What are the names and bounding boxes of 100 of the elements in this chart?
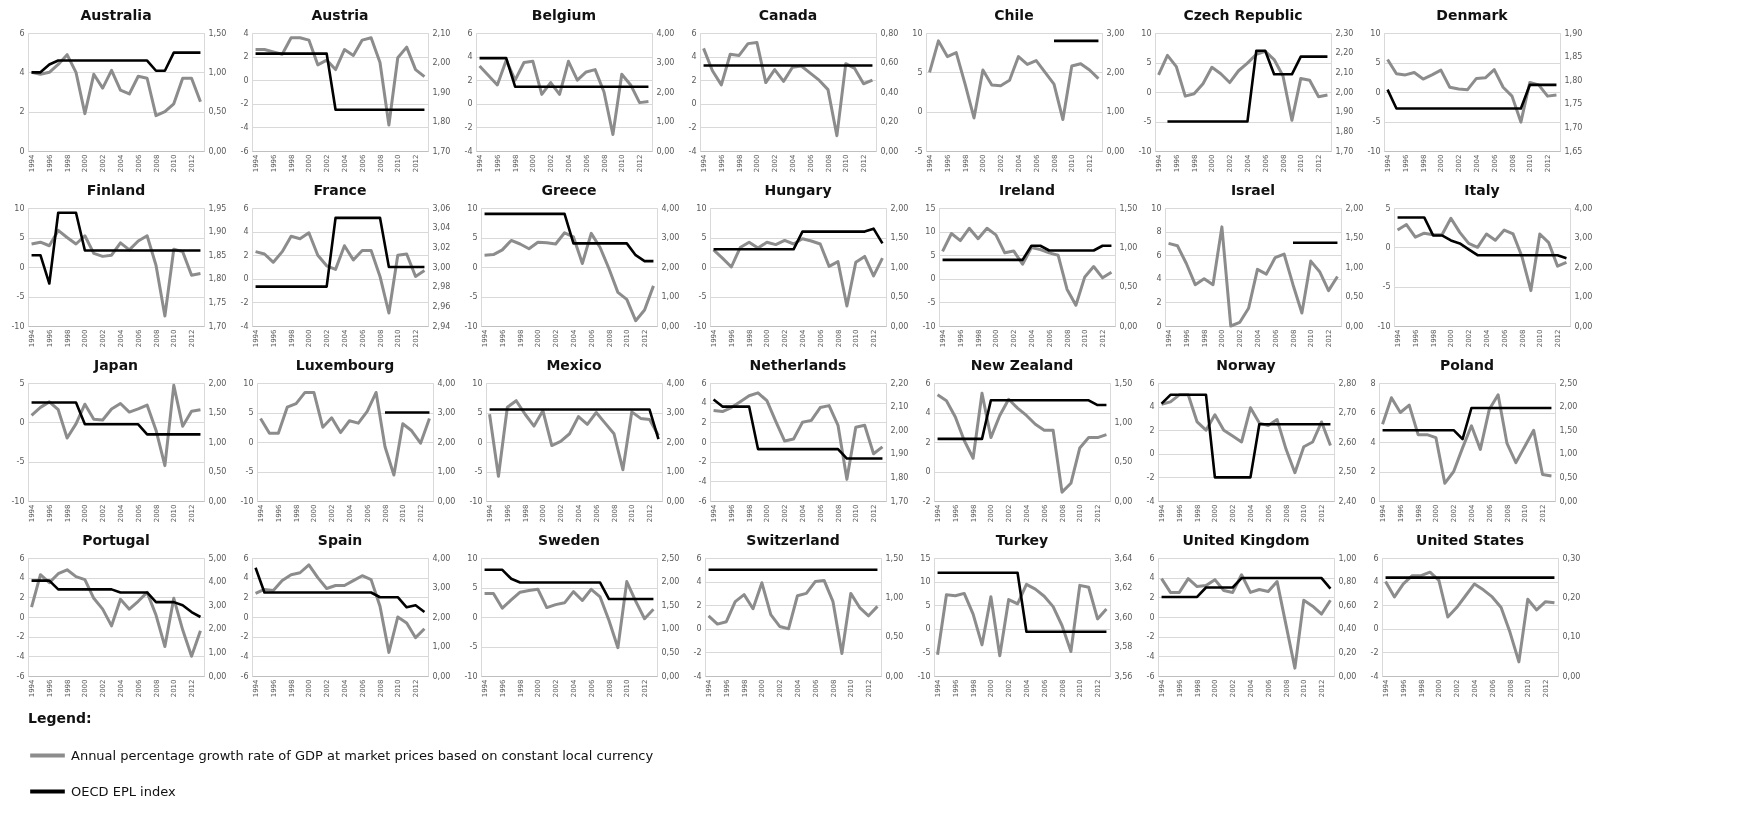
y-tick-label: -5 <box>469 642 478 651</box>
y2-tick-label: 1,50 <box>1559 425 1578 435</box>
y-tick-label: 5 <box>917 67 923 77</box>
y-tick-label: 5 <box>477 408 483 417</box>
y2-tick-label: 0,00 <box>1574 321 1593 331</box>
y-tick-label: -6 <box>1146 671 1155 681</box>
y-tick-label: 6 <box>467 28 473 38</box>
y2-tick-label: 0,00 <box>432 671 451 681</box>
y2-tick-label: 0,00 <box>1345 321 1364 331</box>
y-tick-label: 6 <box>19 553 25 563</box>
line-series <box>936 582 1108 658</box>
y2-tick-label: 4,00 <box>1574 203 1593 213</box>
y2-tick-label: 1,50 <box>1345 233 1364 242</box>
line-series <box>254 566 426 614</box>
y2-tick-label: 1,65 <box>1564 146 1583 156</box>
y2-tick-label: 4,00 <box>656 28 675 38</box>
y2-tick-label: 0,50 <box>890 292 909 301</box>
line-series <box>254 231 426 315</box>
y2-tick-label: 0,50 <box>1114 457 1133 467</box>
y2-tick-label: 1,70 <box>890 496 909 506</box>
y2-tick-label: 0,00 <box>1338 671 1357 681</box>
y2-tick-label: 1,80 <box>890 472 909 482</box>
y2-tick-label: 1,00 <box>890 262 909 272</box>
y2-tick-label: 2,50 <box>1338 467 1357 476</box>
y-tick-label: -10 <box>11 496 25 506</box>
line-series <box>1396 216 1568 293</box>
y2-tick-label: 2,70 <box>1338 408 1357 417</box>
y2-tick-label: 1,00 <box>1106 107 1125 117</box>
y2-tick-label: 3,60 <box>1114 612 1133 622</box>
y2-tick-label: 1,50 <box>890 233 909 242</box>
y-tick-label: 8 <box>1156 227 1162 237</box>
chart-title: Belgium <box>531 7 597 23</box>
y2-tick-label: 1,00 <box>661 624 680 634</box>
line-series <box>30 568 202 658</box>
y2-tick-label: 1,50 <box>661 600 680 610</box>
y-tick-label: 6 <box>691 28 697 38</box>
y-tick-label: 10 <box>1141 28 1152 38</box>
y-tick-label: 2 <box>1373 600 1379 610</box>
y-tick-label: -6 <box>240 146 249 156</box>
y-tick-label: 0 <box>472 612 478 622</box>
y-tick-label: 6 <box>19 28 25 38</box>
y-tick-label: 2 <box>1370 467 1376 476</box>
y-tick-label: -5 <box>474 467 483 476</box>
y2-tick-label: 0,00 <box>656 146 675 156</box>
y-tick-label: 6 <box>1156 250 1162 260</box>
y2-tick-label: 2,60 <box>1338 437 1357 447</box>
y-tick-label: 10 <box>14 203 25 213</box>
y-tick-label: 5 <box>930 250 936 260</box>
y-tick-label: -10 <box>693 321 707 331</box>
y-tick-label: -4 <box>698 476 707 486</box>
y2-tick-label: 4,00 <box>208 577 227 587</box>
y2-tick-label: 1,00 <box>1345 262 1364 272</box>
y-tick-label: -6 <box>698 496 707 506</box>
y-tick-label: 0 <box>243 274 249 284</box>
y-tick-label: 4 <box>243 28 249 38</box>
y2-tick-label: 1,00 <box>208 67 227 77</box>
y-tick-label: 2 <box>19 107 25 117</box>
y-tick-label: 0 <box>1149 449 1155 459</box>
y-tick-label: 2 <box>696 600 702 610</box>
line-series <box>254 563 426 654</box>
y2-tick-label: 2,00 <box>432 612 451 622</box>
y-tick-label: -2 <box>240 99 249 109</box>
chart-title: Portugal <box>82 532 150 548</box>
y-tick-label: 4 <box>1149 573 1155 583</box>
y2-tick-label: 1,70 <box>1564 122 1583 132</box>
chart-title: Switzerland <box>746 532 840 548</box>
y2-tick-label: 2,50 <box>1559 378 1578 388</box>
y-tick-label: -4 <box>464 146 473 156</box>
y-tick-label: -4 <box>1146 496 1155 506</box>
y2-tick-label: 1,90 <box>1335 107 1354 117</box>
y2-tick-label: 2,40 <box>1338 496 1357 506</box>
chart-title: Poland <box>1439 357 1495 373</box>
y-tick-label: 10 <box>1370 28 1381 38</box>
y-tick-label: -4 <box>240 321 249 331</box>
legend-label: OECD EPL index <box>71 783 176 799</box>
y-tick-label: -5 <box>1143 117 1152 126</box>
y-tick-label: -4 <box>688 146 697 156</box>
y2-tick-label: 3,06 <box>432 203 451 213</box>
chart-title: Australia <box>80 7 152 23</box>
y-tick-label: -10 <box>464 321 478 331</box>
line-series <box>483 212 655 263</box>
y2-tick-label: 0,00 <box>1106 146 1125 156</box>
y2-tick-label: 1,50 <box>1119 203 1138 213</box>
y2-tick-label: 2,00 <box>666 437 685 447</box>
y-tick-label: 5 <box>701 233 707 242</box>
line-series <box>928 39 1100 122</box>
y2-tick-label: 0,60 <box>1338 600 1357 610</box>
y2-tick-label: 3,00 <box>1106 28 1125 38</box>
y-tick-label: -10 <box>922 321 936 331</box>
y2-tick-label: 0,50 <box>1119 282 1138 292</box>
y-tick-label: -10 <box>464 671 478 681</box>
y2-tick-label: 0,00 <box>1114 496 1133 506</box>
y2-tick-label: 3,00 <box>208 600 227 610</box>
y-tick-label: 15 <box>920 553 931 563</box>
y2-tick-label: 5,00 <box>208 553 227 563</box>
y2-tick-label: 1,50 <box>208 28 227 38</box>
y-tick-label: 4 <box>701 398 707 408</box>
y-tick-label: 2 <box>1156 297 1162 307</box>
y-tick-label: 0 <box>19 612 25 622</box>
y-tick-label: -2 <box>1370 647 1379 657</box>
